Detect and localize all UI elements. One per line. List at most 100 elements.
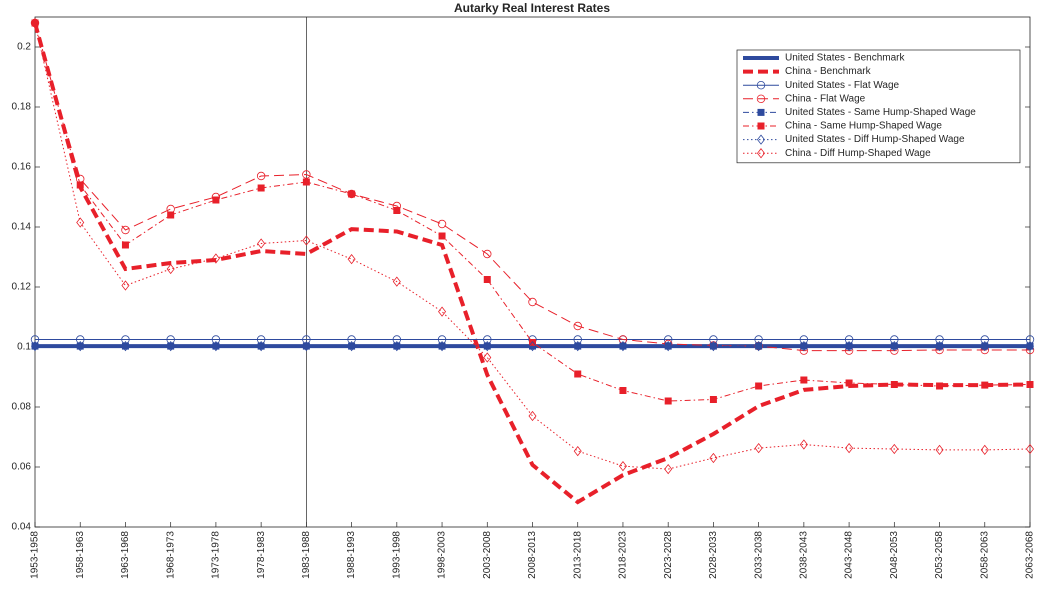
data-point: [302, 170, 311, 179]
data-point: [392, 340, 401, 352]
data-point: [76, 217, 85, 228]
x-tick-label: 1988-1993: [346, 531, 357, 579]
data-point: [935, 340, 944, 352]
y-tick-label: 0.14: [12, 222, 32, 233]
data-point: [981, 381, 989, 389]
y-tick-label: 0.04: [12, 522, 32, 533]
data-point: [755, 382, 763, 390]
data-point: [257, 238, 266, 249]
data-point: [121, 241, 129, 249]
legend-marker: [756, 148, 766, 159]
data-point: [573, 340, 582, 352]
chart-title: Autarky Real Interest Rates: [454, 1, 610, 15]
data-point: [573, 445, 582, 457]
data-point: [30, 17, 40, 29]
data-point: [483, 352, 492, 363]
data-point: [121, 280, 130, 291]
x-tick-label: 2053-2058: [934, 531, 945, 579]
data-point: [1026, 381, 1034, 388]
data-point: [483, 276, 491, 283]
data-point: [257, 184, 265, 192]
data-point: [347, 340, 356, 352]
x-tick-label: 2018-2023: [618, 531, 629, 579]
legend-label: China - Flat Wage: [785, 93, 866, 104]
data-point: [845, 379, 853, 387]
data-point: [438, 306, 447, 317]
data-point: [392, 276, 401, 287]
data-point: [528, 297, 537, 307]
data-point: [935, 444, 944, 456]
legend-box: [736, 49, 1021, 164]
data-point: [212, 196, 220, 204]
data-point: [664, 397, 672, 405]
data-point: [30, 340, 40, 352]
data-point: [618, 460, 627, 472]
series-line: [34, 22, 1031, 470]
data-point: [890, 381, 898, 388]
data-point: [211, 253, 220, 264]
x-tick-label: 1983-1988: [301, 531, 312, 579]
x-tick-label: 2033-2038: [753, 531, 764, 579]
y-tick-label: 0.08: [12, 402, 32, 413]
data-point: [754, 340, 763, 352]
y-tick-label: 0.06: [12, 462, 32, 473]
data-point: [302, 340, 311, 352]
x-tick-label: 2008-2013: [527, 531, 538, 579]
data-point: [664, 340, 673, 352]
data-point: [76, 181, 84, 189]
data-point: [528, 410, 537, 422]
data-point: [709, 452, 718, 464]
legend-marker: [757, 108, 765, 116]
legend-label: United States - Benchmark: [785, 53, 905, 64]
x-tick-label: 2038-2043: [799, 531, 810, 579]
x-tick-label: 2003-2008: [482, 531, 493, 579]
data-point: [890, 443, 899, 455]
x-tick-label: 1963-1968: [120, 531, 131, 579]
data-point: [936, 382, 944, 390]
x-tick-label: 1998-2003: [437, 531, 448, 579]
data-point: [529, 339, 536, 346]
data-point: [256, 171, 266, 181]
data-point: [121, 340, 130, 352]
legend-label: China - Benchmark: [785, 66, 872, 77]
legend-marker: [756, 134, 766, 145]
data-point: [1025, 340, 1035, 352]
y-tick-label: 0.16: [12, 162, 32, 173]
data-point: [664, 463, 673, 475]
data-point: [211, 340, 220, 352]
data-point: [799, 439, 808, 450]
y-tick-label: 0.1: [17, 342, 31, 353]
x-tick-label: 1978-1983: [256, 531, 267, 579]
data-point: [348, 190, 356, 198]
series-line: [34, 22, 1030, 352]
legend-marker: [756, 94, 766, 103]
data-point: [709, 340, 718, 352]
x-tick-label: 2048-2053: [889, 531, 900, 579]
x-tick-label: 2043-2048: [844, 531, 855, 579]
data-point: [483, 249, 492, 259]
data-point: [347, 253, 356, 265]
legend-marker: [756, 80, 766, 90]
data-point: [709, 396, 717, 403]
data-point: [799, 340, 808, 352]
data-point: [347, 189, 356, 199]
x-tick-label: 1973-1978: [211, 531, 222, 579]
data-point: [393, 207, 401, 214]
legend-label: United States - Same Hump-Shaped Wage: [785, 107, 976, 118]
x-tick-label: 1968-1973: [165, 531, 176, 579]
legend-label: United States - Diff Hump-Shaped Wage: [785, 134, 965, 145]
data-point: [76, 340, 85, 352]
data-point: [574, 370, 582, 378]
x-tick-label: 2013-2018: [572, 531, 583, 579]
data-point: [845, 340, 854, 352]
data-point: [257, 340, 266, 352]
legend-marker: [757, 122, 765, 130]
x-tick-label: 1993-1998: [391, 531, 402, 579]
x-tick-label: 1953-1958: [30, 531, 41, 579]
series-line: [33, 22, 1031, 505]
data-point: [166, 340, 175, 352]
y-tick-label: 0.2: [17, 42, 31, 53]
data-point: [618, 340, 627, 352]
data-point: [980, 444, 989, 456]
y-tick-label: 0.12: [12, 282, 32, 293]
